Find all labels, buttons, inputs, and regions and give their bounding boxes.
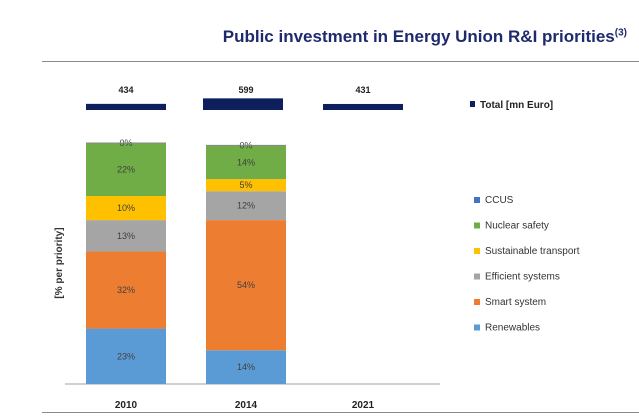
data-label-nuclear-safety-2014: 14%: [237, 157, 255, 167]
data-label-renewables-2014: 14%: [237, 362, 255, 372]
legend-marker-total: [470, 101, 475, 107]
bar-segment-smart-system-2014: [206, 220, 286, 351]
bar-segment-nuclear-safety-2014: [206, 145, 286, 180]
total-label-2014: 599: [238, 85, 253, 95]
data-label-efficient-systems-2014: 12%: [237, 201, 255, 211]
legend-label-total: Total [mn Euro]: [480, 100, 553, 111]
legend-marker-efficient-systems: [474, 273, 480, 280]
bar-segment-sustainable-transport-2010: [86, 196, 166, 221]
total-marker-2014: [203, 98, 283, 110]
bar-segment-nuclear-safety-2010: [86, 143, 166, 197]
bar-segment-renewables-2014: [206, 350, 286, 384]
legend-marker-nuclear-safety: [474, 222, 480, 229]
bar-segment-efficient-systems-2014: [206, 191, 286, 221]
data-label-renewables-2010: 23%: [117, 351, 135, 361]
total-marker-2021: [323, 103, 403, 110]
title-text: Public investment in Energy Union R&I pr…: [222, 27, 615, 46]
legend-label-ccus: CCUS: [485, 195, 514, 206]
data-label-smart-system-2010: 32%: [117, 285, 135, 295]
bottom-rule: [42, 412, 639, 413]
legend-marker-ccus: [474, 197, 480, 203]
legend-label-sustainable-transport: Sustainable transport: [485, 246, 580, 257]
bar-segment-efficient-systems-2010: [86, 220, 166, 252]
legend-label-smart-system: Smart system: [485, 297, 546, 308]
x-tick-label-2010: 2010: [115, 400, 138, 411]
title-footnote: (3): [614, 27, 627, 39]
x-tick-label-2014: 2014: [235, 400, 258, 411]
total-marker-2010: [86, 103, 166, 110]
bar-segment-smart-system-2010: [86, 251, 166, 329]
total-label-2010: 434: [118, 85, 133, 95]
total-label-2021: 431: [355, 85, 370, 95]
legend-label-renewables: Renewables: [485, 323, 540, 334]
bar-segment-renewables-2010: [86, 328, 166, 384]
legend-label-nuclear-safety: Nuclear safety: [485, 221, 549, 232]
y-axis-label: [% per priority]: [54, 227, 65, 298]
x-tick-label-2021: 2021: [352, 400, 375, 411]
legend-label-efficient-systems: Efficient systems: [485, 272, 560, 283]
page-title: Public investment in Energy Union R&I pr…: [223, 27, 627, 47]
data-label-efficient-systems-2010: 13%: [117, 231, 135, 241]
data-label-nuclear-safety-2010: 22%: [117, 165, 135, 175]
legend-marker-sustainable-transport: [474, 248, 480, 254]
data-label-sustainable-transport-2010: 10%: [117, 203, 135, 213]
data-label-smart-system-2014: 54%: [237, 280, 255, 290]
legend-marker-renewables: [474, 324, 480, 331]
top-rule: [42, 61, 639, 62]
data-label-sustainable-transport-2014: 5%: [239, 180, 252, 190]
bar-segment-sustainable-transport-2014: [206, 179, 286, 192]
legend-marker-smart-system: [474, 299, 480, 305]
title-bar: Public investment in Energy Union R&I pr…: [0, 0, 639, 58]
